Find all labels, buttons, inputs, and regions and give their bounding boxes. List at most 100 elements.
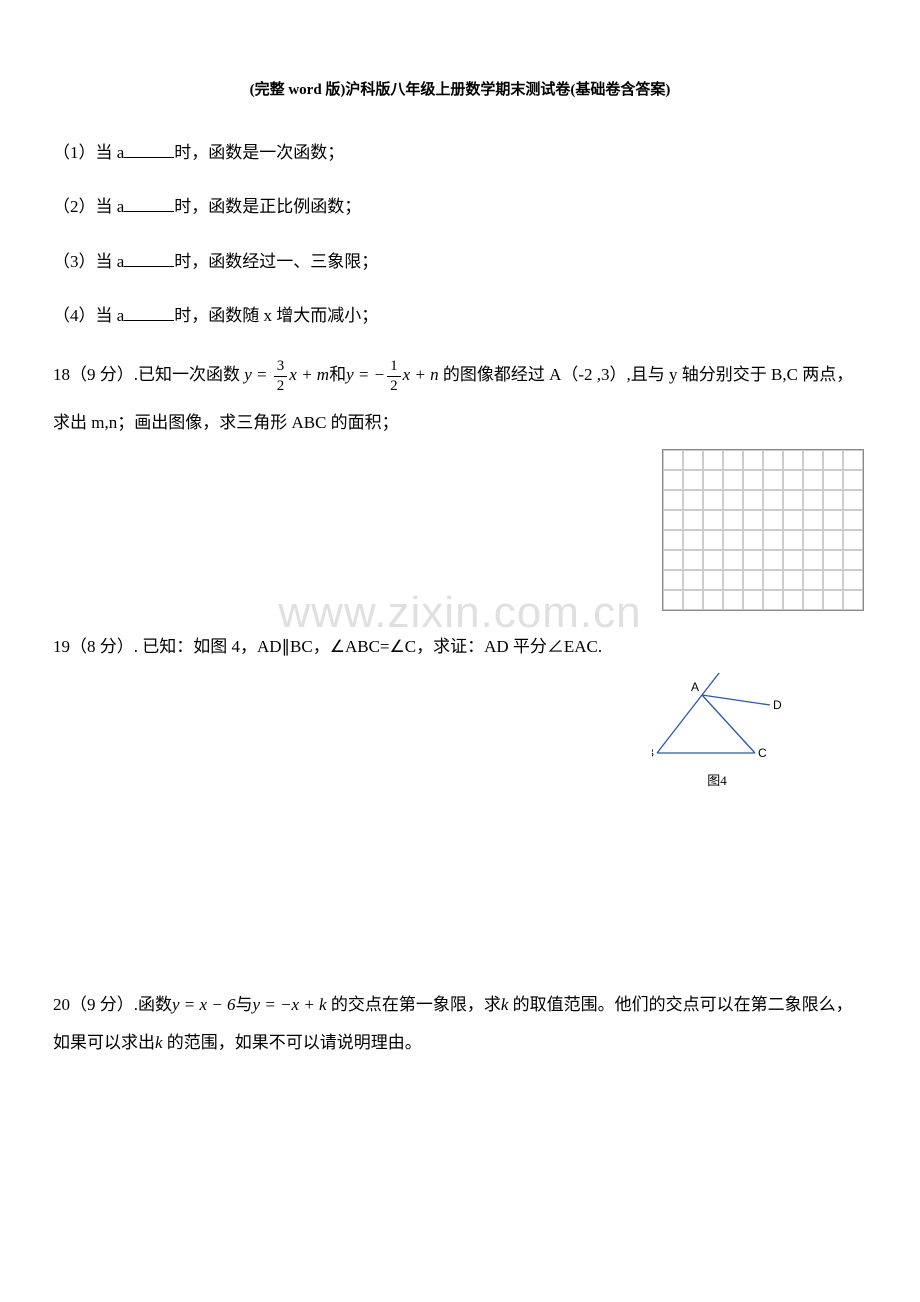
grid-cell — [663, 590, 683, 610]
q18-eq2-frac: 12 — [387, 359, 401, 394]
grid-row — [663, 550, 863, 570]
question-19: 19（8 分）. 已知：如图 4，AD∥BC，∠ABC=∠C，求证：AD 平分∠… — [53, 631, 867, 663]
grid-cell — [683, 490, 703, 510]
grid-cell — [703, 590, 723, 610]
grid-cell — [843, 510, 863, 530]
grid-cell — [803, 450, 823, 470]
grid-cell — [743, 470, 763, 490]
sub2-prefix: （2）当 a — [53, 197, 124, 216]
grid-cell — [763, 470, 783, 490]
grid-cell — [743, 530, 763, 550]
grid-cell — [663, 550, 683, 570]
q20-l2-p1: 如果可以求出 — [53, 1033, 155, 1052]
grid-cell — [823, 450, 843, 470]
blank-1 — [124, 141, 174, 158]
grid-cell — [663, 450, 683, 470]
grid-row — [663, 490, 863, 510]
grid-cell — [723, 530, 743, 550]
sub-question-3: （3）当 a 时，函数经过一、三象限； — [53, 246, 867, 278]
q18-eq1-rest: x + m — [289, 365, 329, 384]
svg-text:D: D — [773, 698, 782, 712]
q18-part1: 18（9 分）.已知一次函数 — [53, 365, 240, 384]
frac-num: 1 — [387, 359, 401, 377]
grid-cell — [663, 510, 683, 530]
grid-row — [663, 510, 863, 530]
grid-cell — [663, 490, 683, 510]
grid-cell — [803, 510, 823, 530]
question-18-line1: 18（9 分）.已知一次函数 y = 32x + m和y = −12x + n … — [53, 354, 867, 397]
grid-cell — [663, 470, 683, 490]
grid-cell — [843, 530, 863, 550]
q18-eq1-frac: 32 — [274, 359, 288, 394]
q20-eq1: y = x − 6 — [172, 995, 236, 1014]
sub1-prefix: （1）当 a — [53, 143, 124, 162]
grid-cell — [703, 490, 723, 510]
grid-cell — [703, 450, 723, 470]
q20-mid1: 与 — [236, 995, 253, 1014]
grid-cell — [783, 470, 803, 490]
grid-cell — [783, 490, 803, 510]
q18-eq2-y: y — [346, 365, 354, 384]
grid-cell — [703, 530, 723, 550]
svg-text:A: A — [691, 680, 699, 694]
grid-cell — [843, 470, 863, 490]
q18-eq1-eq: = — [252, 365, 272, 384]
question-20-line1: 20（9 分）.函数y = x − 6与y = −x + k 的交点在第一象限，… — [53, 984, 867, 1027]
grid-cell — [823, 590, 843, 610]
sub1-suffix: 时，函数是一次函数； — [174, 143, 344, 162]
question-20-line2: 如果可以求出k 的范围，如果不可以请说明理由。 — [53, 1027, 867, 1059]
grid-cell — [803, 590, 823, 610]
grid-cell — [763, 590, 783, 610]
grid-cell — [723, 470, 743, 490]
grid-cell — [783, 570, 803, 590]
figure4-container: ABCDE 图4 — [53, 673, 867, 789]
sub4-prefix: （4）当 a — [53, 306, 124, 325]
blank-3 — [124, 250, 174, 267]
q20-l2-p2: 的范围，如果不可以请说明理由。 — [163, 1033, 422, 1052]
figure4-label: 图4 — [652, 770, 782, 789]
grid-cell — [823, 550, 843, 570]
q20-part1: 20（9 分）.函数 — [53, 995, 172, 1014]
grid-cell — [663, 570, 683, 590]
q18-part2: 的图像都经过 A（-2 ,3）,且与 y 轴分别交于 B,C 两点， — [439, 365, 854, 384]
grid-cell — [843, 490, 863, 510]
grid-cell — [683, 550, 703, 570]
grid-cell — [783, 590, 803, 610]
q20-l2-k: k — [155, 1033, 163, 1052]
grid-cell — [783, 510, 803, 530]
q18-eq2-eq: = − — [354, 365, 385, 384]
sub-question-1: （1）当 a 时，函数是一次函数； — [53, 137, 867, 169]
q20-part2: 的取值范围。他们的交点可以在第二象限么， — [508, 995, 852, 1014]
figure4-svg: ABCDE — [652, 673, 782, 763]
grid-cell — [763, 450, 783, 470]
grid-cell — [823, 470, 843, 490]
grid-cell — [683, 590, 703, 610]
sub3-suffix: 时，函数经过一、三象限； — [174, 252, 378, 271]
graph-grid — [662, 449, 864, 611]
grid-cell — [683, 470, 703, 490]
grid-cell — [803, 570, 823, 590]
grid-cell — [723, 490, 743, 510]
frac-num: 3 — [274, 359, 288, 377]
grid-cell — [723, 450, 743, 470]
q18-eq2-rest: x + n — [403, 365, 439, 384]
q18-and: 和 — [329, 365, 346, 384]
grid-cell — [783, 450, 803, 470]
grid-cell — [763, 530, 783, 550]
grid-container — [53, 449, 867, 611]
grid-cell — [763, 490, 783, 510]
grid-row — [663, 590, 863, 610]
q18-eq1-y: y — [244, 365, 252, 384]
grid-cell — [663, 530, 683, 550]
grid-cell — [803, 470, 823, 490]
grid-cell — [843, 550, 863, 570]
grid-cell — [743, 570, 763, 590]
frac-den: 2 — [387, 377, 401, 394]
grid-cell — [723, 550, 743, 570]
sub3-prefix: （3）当 a — [53, 252, 124, 271]
grid-cell — [743, 490, 763, 510]
grid-row — [663, 470, 863, 490]
frac-den: 2 — [274, 377, 288, 394]
grid-cell — [783, 550, 803, 570]
q20-eq2: y = −x + k — [253, 995, 327, 1014]
